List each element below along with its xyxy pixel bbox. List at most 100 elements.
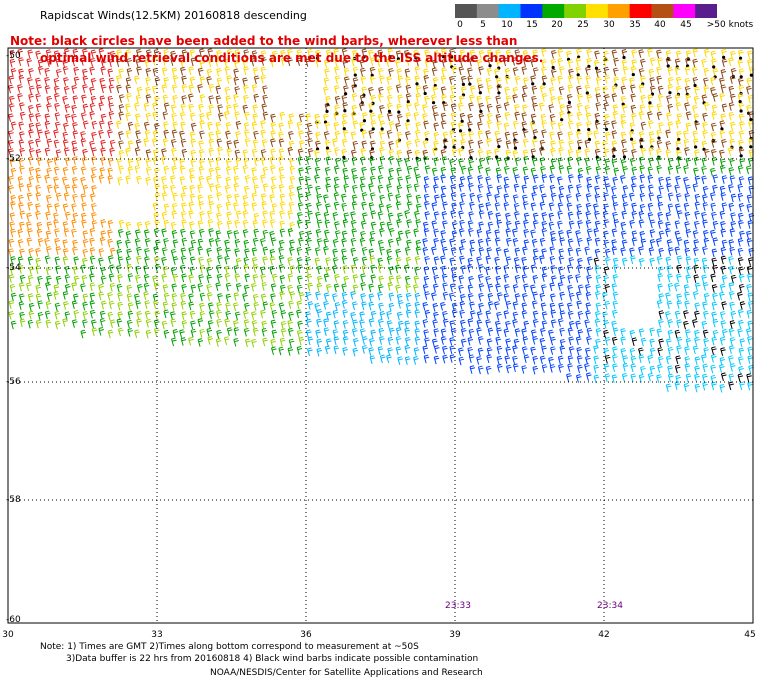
wind-barb <box>485 365 492 375</box>
wind-barb <box>414 138 421 148</box>
wind-barb <box>442 354 448 364</box>
wind-barb <box>359 237 366 247</box>
contamination-circle <box>387 109 392 113</box>
wind-barb <box>198 201 205 210</box>
wind-barb <box>621 104 628 113</box>
wind-barb <box>386 112 393 122</box>
wind-barb <box>568 257 575 266</box>
wind-barb <box>233 175 240 185</box>
wind-barb <box>107 329 114 339</box>
wind-barb <box>440 75 447 85</box>
wind-barb <box>684 211 691 221</box>
wind-barb <box>170 266 177 276</box>
wind-barb <box>603 320 610 329</box>
wind-barb <box>350 219 357 229</box>
wind-barb <box>593 345 599 354</box>
wind-barb <box>100 59 107 69</box>
wind-barb <box>397 176 403 186</box>
wind-barb <box>449 354 456 363</box>
wind-barb <box>657 85 664 95</box>
wind-barb <box>107 120 114 130</box>
wind-barb <box>585 219 592 229</box>
wind-barb <box>638 111 645 120</box>
wind-barb <box>269 256 276 265</box>
wind-barb <box>55 265 61 275</box>
wind-barb <box>640 94 646 104</box>
wind-barb <box>433 355 440 365</box>
wind-barb <box>342 59 349 69</box>
wind-barb <box>397 75 404 85</box>
wind-barb <box>53 139 60 149</box>
wind-barb <box>215 174 222 184</box>
wind-barb <box>702 264 709 274</box>
wind-barb <box>388 327 395 337</box>
wind-barb <box>504 111 511 121</box>
wind-barb <box>370 57 376 66</box>
wind-barb <box>72 48 79 58</box>
wind-barb <box>108 84 115 94</box>
wind-barb <box>721 175 728 184</box>
wind-barb <box>388 121 395 130</box>
wind-barb <box>395 201 402 210</box>
wind-barb <box>180 112 186 121</box>
wind-barb <box>729 228 736 238</box>
wind-barb <box>710 354 717 363</box>
wind-barb <box>179 329 185 338</box>
wind-barb <box>685 184 691 194</box>
wind-barb <box>350 149 357 159</box>
wind-barb <box>496 363 503 373</box>
wind-barb <box>10 68 17 77</box>
wind-barb <box>585 310 591 319</box>
wind-barb <box>666 265 673 274</box>
wind-barb <box>566 373 572 382</box>
wind-barb <box>379 354 386 364</box>
wind-barb <box>649 347 656 357</box>
wind-barb <box>640 121 647 131</box>
wind-barb <box>316 338 322 348</box>
wind-barb <box>505 49 512 59</box>
wind-barb <box>478 283 485 292</box>
wind-barb <box>54 121 61 131</box>
wind-barb <box>568 346 575 355</box>
wind-barb <box>603 275 610 284</box>
wind-barb <box>467 346 473 356</box>
wind-barb <box>485 310 492 320</box>
wind-barb <box>404 320 410 330</box>
wind-barb <box>334 130 341 140</box>
wind-barb <box>721 58 728 68</box>
wind-barb <box>217 220 223 230</box>
wind-barb <box>289 291 296 300</box>
wind-barb <box>657 356 664 365</box>
wind-barb <box>530 202 537 212</box>
lon-label-42: 42 <box>598 630 610 640</box>
wind-barb <box>629 247 635 257</box>
wind-barb <box>665 292 671 302</box>
wind-barb <box>568 292 575 302</box>
wind-barb <box>685 122 692 132</box>
wind-barb <box>433 122 439 132</box>
wind-barb <box>98 291 105 301</box>
wind-barb <box>638 49 644 58</box>
wind-barb <box>486 247 493 256</box>
wind-barb <box>224 255 230 265</box>
wind-barb <box>503 310 510 319</box>
wind-barb <box>495 167 502 176</box>
wind-barb <box>368 293 375 302</box>
wind-barb <box>136 284 143 293</box>
colorbar-label: 20 <box>551 20 563 30</box>
wind-barb <box>215 95 222 104</box>
wind-barb <box>613 264 619 273</box>
wind-barb <box>234 49 241 58</box>
wind-barb <box>728 239 735 248</box>
colorbar-label: 40 <box>654 20 666 30</box>
wind-barb <box>728 328 735 337</box>
wind-barb <box>514 274 521 284</box>
wind-barb <box>386 354 392 364</box>
wind-barb <box>234 248 240 257</box>
wind-barb <box>539 85 546 94</box>
wind-barb <box>289 221 295 231</box>
wind-barb <box>145 94 152 103</box>
wind-barb <box>719 93 726 102</box>
wind-barb <box>81 202 87 211</box>
wind-barb <box>541 320 548 329</box>
